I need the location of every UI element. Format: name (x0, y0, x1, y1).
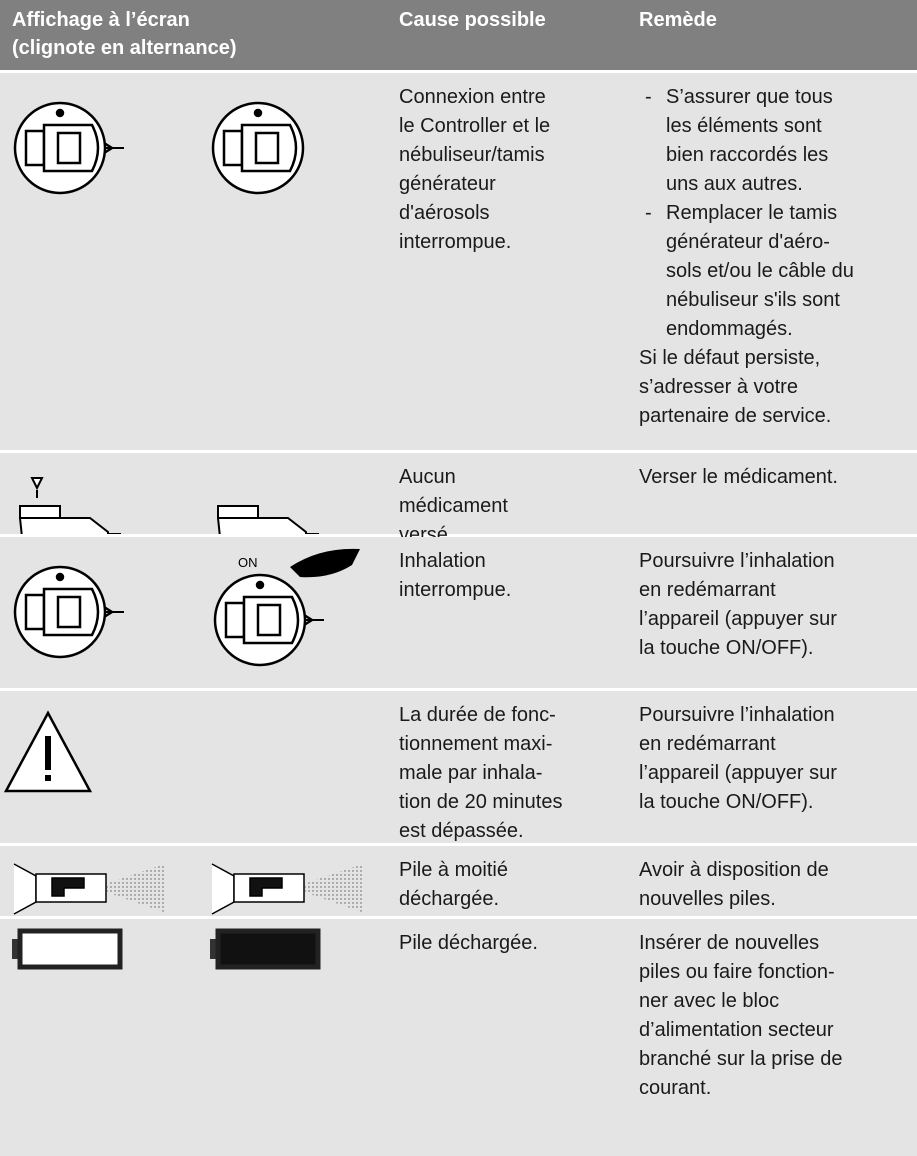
cause-cell: Inhalation interrompue. (399, 547, 511, 605)
header-cell: Remède (639, 6, 717, 34)
remedy-text: Verser le médicament. (639, 466, 838, 488)
remedy-text: Poursuivre l’inhalation (639, 704, 835, 726)
cause-text: Pile déchargée. (399, 932, 538, 954)
remedy-text: nébuliseur s'ils sont (666, 289, 840, 311)
remedy-text: Avoir à disposition de (639, 859, 829, 881)
remedy-item: Si le défaut persiste, s’adresser à votre… (639, 344, 854, 431)
display-icon (3, 710, 93, 793)
header-text: Remède (639, 9, 717, 31)
remedy-text: générateur d'aéro- (666, 231, 830, 253)
remedy-text: S’assurer que tous (666, 86, 833, 108)
cause-cell: Pile à moitié déchargée. (399, 856, 508, 914)
cause-text: tionnement maxi- (399, 733, 553, 755)
remedy-text: courant. (639, 1077, 712, 1099)
remedy-text: uns aux autres. (666, 173, 803, 195)
cause-text: interrompue. (399, 231, 512, 253)
cause-text: male par inhala- (399, 762, 543, 784)
cause-text: d'aérosols (399, 202, 490, 224)
remedy-item: - Remplacer le tamis générateur d'aéro-sol… (639, 199, 854, 344)
icon-label: ON (238, 555, 258, 570)
cause-text: médicament (399, 495, 508, 517)
table-row: Pile déchargée. Insérer de nouvelles piles… (0, 919, 917, 1156)
cause-text: Pile à moitié (399, 859, 508, 881)
cause-text: Aucun (399, 466, 456, 488)
bullet-marker: - (645, 202, 652, 224)
remedy-text: d’alimentation secteur (639, 1019, 834, 1041)
cause-cell: Pile déchargée. (399, 929, 538, 958)
remedy-text: sols et/ou le câble du (666, 260, 854, 282)
remedy-text: piles ou faire fonction- (639, 961, 835, 983)
cause-text: tion de 20 minutes (399, 791, 563, 813)
table-row: La durée de fonc-tionnement maxi-male pa… (0, 691, 917, 843)
remedy-text: les éléments sont (666, 115, 822, 137)
cause-text: nébuliseur/tamis (399, 144, 545, 166)
header-row: Affichage à l’écran (clignote en alternan… (0, 0, 917, 70)
remedy-text: en redémarrant (639, 579, 776, 601)
cause-text: interrompue. (399, 579, 512, 601)
cause-text: La durée de fonc- (399, 704, 556, 726)
remedy-text: la touche ON/OFF). (639, 637, 814, 659)
display-icon (12, 928, 321, 970)
remedy-text: partenaire de service. (639, 405, 832, 427)
remedy-item: Verser le médicament. (639, 463, 838, 492)
table-row: Pile à moitié déchargée. Avoir à dispositi… (0, 846, 917, 916)
display-icon (13, 863, 362, 915)
remedy-text: ner avec le bloc (639, 990, 780, 1012)
header-text: (clignote en alternance) (12, 37, 237, 59)
cause-text: Connexion entre (399, 86, 546, 108)
remedy-item: Avoir à disposition de nouvelles piles. (639, 856, 829, 914)
remedy-text: Remplacer le tamis (666, 202, 838, 224)
display-icon (13, 101, 305, 195)
cause-text: le Controller et le (399, 115, 551, 137)
cause-cell: Connexion entre le Controller et le nébuli… (399, 83, 550, 257)
header-cell: Affichage à l’écran (clignote en alternan… (12, 6, 237, 62)
remedy-text: en redémarrant (639, 733, 776, 755)
remedy-cell: Avoir à disposition de nouvelles piles. (639, 856, 829, 914)
remedy-text: Poursuivre l’inhalation (639, 550, 835, 572)
cause-cell: La durée de fonc-tionnement maxi-male pa… (399, 701, 562, 846)
cause-text: est dépassée. (399, 820, 524, 842)
remedy-item: Poursuivre l’inhalation en redémarrant l’a… (639, 547, 837, 663)
remedy-cell: - S’assurer que tous les éléments sont bien… (639, 83, 854, 431)
remedy-text: l’appareil (appuyer sur (639, 762, 837, 784)
table-row: Aucun médicament versé. Verser le médicamen… (0, 453, 917, 546)
remedy-cell: Poursuivre l’inhalation en redémarrant l’a… (639, 701, 837, 817)
display-icon (18, 477, 319, 534)
bullet-marker: - (645, 86, 652, 108)
remedy-item: - S’assurer que tous les éléments sont bien… (639, 83, 854, 199)
header-text: Cause possible (399, 9, 546, 31)
remedy-text: endommagés. (666, 318, 793, 340)
remedy-text: bien raccordés les (666, 144, 829, 166)
cause-text: déchargée. (399, 888, 500, 910)
remedy-cell: Insérer de nouvelles piles ou faire fonct… (639, 929, 842, 1103)
remedy-text: la touche ON/OFF). (639, 791, 814, 813)
remedy-cell: Verser le médicament. (639, 463, 838, 492)
table-row: ON Inhalation interrompue. Poursuivre l’inh… (0, 537, 917, 688)
remedy-text: Si le défaut persiste, (639, 347, 821, 369)
remedy-text: Insérer de nouvelles (639, 932, 820, 954)
table-row: Connexion entre le Controller et le nébuli… (0, 73, 917, 450)
remedy-text: branché sur la prise de (639, 1048, 843, 1070)
remedy-text: nouvelles piles. (639, 888, 776, 910)
cause-text: générateur (399, 173, 496, 195)
remedy-text: s’adresser à votre (639, 376, 798, 398)
remedy-item: Insérer de nouvelles piles ou faire fonct… (639, 929, 842, 1103)
cause-text: Inhalation (399, 550, 486, 572)
header-cell: Cause possible (399, 6, 546, 34)
remedy-text: l’appareil (appuyer sur (639, 608, 837, 630)
display-icon: ON (13, 548, 360, 667)
header-text: Affichage à l’écran (12, 9, 190, 31)
remedy-item: Poursuivre l’inhalation en redémarrant l’a… (639, 701, 837, 817)
remedy-cell: Poursuivre l’inhalation en redémarrant l’a… (639, 547, 837, 663)
